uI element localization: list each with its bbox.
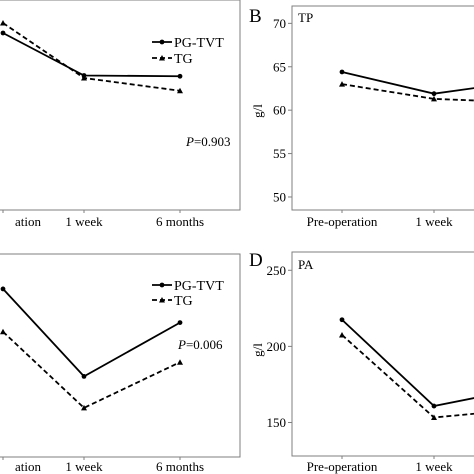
x-tick-label: 1 week [415, 214, 453, 229]
y-tick-label: 55 [273, 146, 286, 161]
x-tick-label: 1 week [415, 459, 453, 474]
data-point-tg [81, 404, 87, 411]
data-point-pg-tvt [339, 69, 345, 75]
panel-b-ylabel: g/l [250, 104, 265, 118]
x-axis-b: Pre-operation 1 week [307, 210, 453, 229]
panel-b-title: TP [298, 10, 313, 25]
x-tick-label: ation [15, 214, 41, 229]
data-point-pg-tvt [177, 320, 183, 326]
series-line-pg-tvt [341, 71, 474, 95]
data-point-pg-tvt [431, 403, 437, 409]
panel-a-frame [0, 0, 241, 211]
panel-c-frame [0, 253, 241, 458]
data-point-tg [339, 331, 345, 338]
y-tick-label: 250 [267, 263, 287, 278]
panel-b-frame [291, 5, 474, 211]
y-tick-label: 65 [273, 59, 286, 74]
x-axis-a: ation 1 week 6 months [2, 210, 204, 229]
data-point-pg-tvt [177, 73, 183, 79]
x-tick-label: Pre-operation [307, 214, 378, 229]
series-line-pg-tvt [2, 32, 181, 78]
legend-a: PG-TVT TG [152, 36, 224, 67]
x-tick-label: 6 months [156, 459, 204, 474]
panel-letter-b: B [249, 6, 262, 27]
legend-c: PG-TVT TG [152, 279, 224, 309]
x-tick-label: 1 week [65, 214, 103, 229]
series-line-tg [341, 83, 474, 102]
data-point-pg-tvt [339, 317, 345, 323]
data-point-pg-tvt [0, 286, 6, 292]
data-point-tg [0, 20, 6, 26]
panel-a: PG-TVT TG P=0.903 ation 1 week 6 months [0, 0, 241, 229]
data-point-tg [81, 75, 87, 81]
panel-b: B TP g/l 50 55 60 65 70 Pre-operation 1 week [249, 5, 474, 229]
panel-c-marks [0, 286, 183, 411]
legend-a-pgtvt-marker [159, 39, 165, 45]
series-line-pg-tvt [341, 319, 474, 408]
legend-c-tg-label: TG [174, 294, 193, 309]
y-axis-b: 50 55 60 65 70 [273, 16, 292, 204]
data-point-tg [431, 95, 437, 102]
data-point-pg-tvt [81, 374, 87, 379]
y-tick-label: 50 [273, 189, 286, 204]
panel-d-frame [291, 251, 474, 457]
panel-d-marks [339, 317, 474, 420]
x-tick-label: Pre-operation [307, 459, 378, 474]
data-point-tg [0, 328, 6, 335]
y-tick-label: 60 [273, 103, 286, 118]
p-value-c: P=0.006 [177, 337, 223, 352]
legend-a-tg-marker [159, 55, 165, 61]
p-value-a: P=0.903 [185, 134, 231, 149]
panel-letter-d: D [249, 250, 263, 271]
data-point-tg [339, 81, 345, 87]
legend-a-tg-label: TG [174, 52, 193, 67]
x-axis-d: Pre-operation 1 week [307, 456, 453, 474]
legend-c-pgtvt-marker [159, 282, 165, 288]
panel-d-ylabel: g/l [250, 343, 265, 357]
panel-b-marks [339, 69, 474, 102]
series-line-pg-tvt [2, 288, 181, 378]
legend-a-pgtvt-label: PG-TVT [174, 36, 224, 51]
data-point-pg-tvt [431, 91, 437, 97]
panel-d: D PA g/l 150 200 250 Pre-operation 1 week [249, 250, 474, 474]
series-line-tg [2, 22, 181, 92]
y-tick-label: 200 [267, 339, 287, 354]
x-tick-label: ation [15, 459, 41, 474]
panel-c: PG-TVT TG P=0.006 ation 1 week 6 months [0, 253, 241, 474]
legend-c-tg-marker [159, 297, 165, 303]
data-point-tg [177, 87, 183, 94]
data-point-pg-tvt [0, 30, 6, 36]
series-line-tg [2, 331, 181, 409]
x-tick-label: 1 week [65, 459, 103, 474]
y-axis-d: 150 200 250 [267, 263, 292, 430]
legend-c-pgtvt-label: PG-TVT [174, 279, 224, 294]
x-axis-c: ation 1 week 6 months [2, 457, 204, 474]
series-line-tg [341, 334, 474, 419]
x-tick-label: 6 months [156, 214, 204, 229]
panel-d-title: PA [298, 257, 314, 272]
y-tick-label: 70 [273, 16, 286, 31]
data-point-tg [177, 359, 183, 365]
y-tick-label: 150 [267, 415, 287, 430]
panel-a-marks [0, 20, 183, 94]
data-point-tg [431, 414, 437, 420]
